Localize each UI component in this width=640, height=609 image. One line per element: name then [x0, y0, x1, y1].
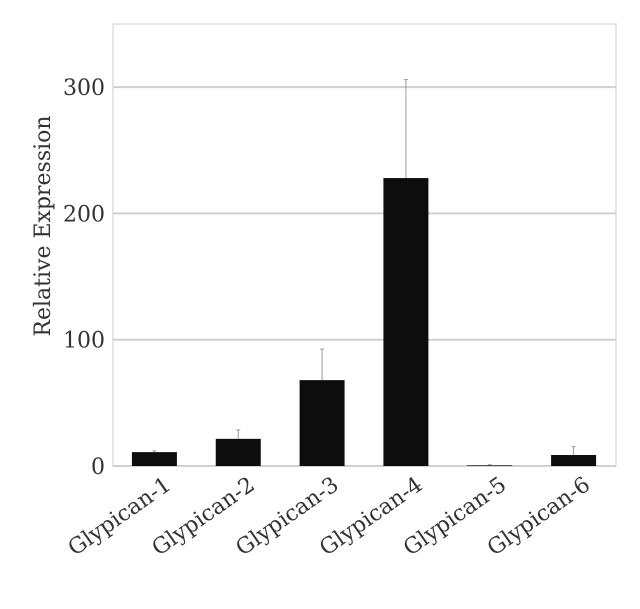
bar-glypican-1 — [131, 452, 177, 466]
y-tick-label: 100 — [63, 329, 105, 354]
plot-frame — [112, 23, 617, 467]
y-tick-label: 300 — [63, 76, 105, 101]
bar-glypican-3 — [299, 380, 345, 466]
bar-glypican-6 — [551, 455, 597, 466]
bar-glypican-4 — [383, 178, 429, 466]
y-axis-label: Relative Expression — [31, 115, 56, 336]
y-tick-label: 0 — [91, 455, 105, 480]
bar-glypican-5 — [467, 465, 513, 466]
y-tick-label: 200 — [63, 202, 105, 227]
bar-glypican-2 — [215, 438, 261, 466]
